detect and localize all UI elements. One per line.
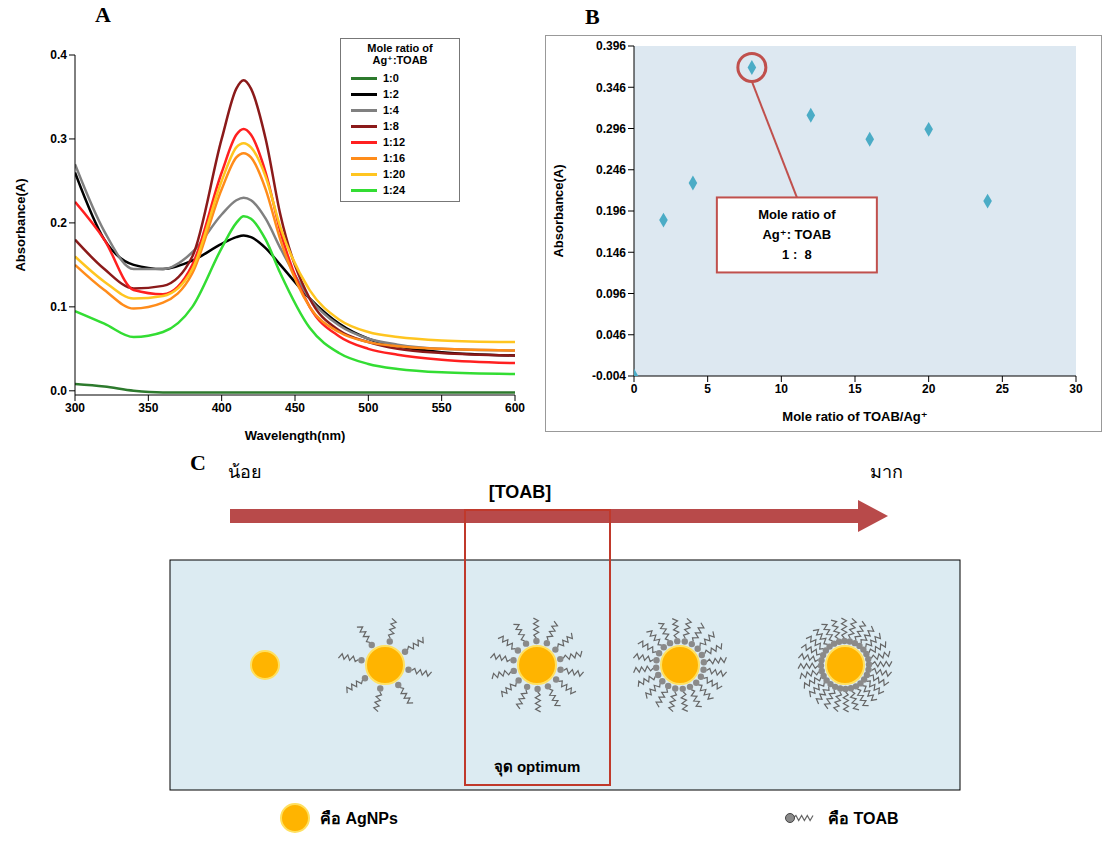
svg-text:0.1: 0.1 <box>50 300 67 314</box>
svg-text:Absorbance(A): Absorbance(A) <box>13 178 28 271</box>
svg-text:Wavelength(nm): Wavelength(nm) <box>245 428 346 443</box>
svg-text:0.0: 0.0 <box>50 384 67 398</box>
svg-text:0: 0 <box>631 382 638 396</box>
svg-text:0.296: 0.296 <box>596 122 626 136</box>
svg-text:Ag⁺: TOAB: Ag⁺: TOAB <box>762 227 831 242</box>
svg-text:0.396: 0.396 <box>596 39 626 53</box>
svg-text:[TOAB]: [TOAB] <box>489 482 552 502</box>
svg-text:30: 30 <box>1069 382 1083 396</box>
svg-text:0.146: 0.146 <box>596 246 626 260</box>
svg-text:0.096: 0.096 <box>596 287 626 301</box>
html-text:1:8: 1:8 <box>383 120 399 132</box>
html-text:Mole ratio of Ag⁺:TOAB: Mole ratio of Ag⁺:TOAB <box>367 42 433 66</box>
svg-text:0.3: 0.3 <box>50 132 67 146</box>
svg-text:Mole ratio of TOAB/Ag⁺: Mole ratio of TOAB/Ag⁺ <box>782 409 927 424</box>
svg-text:มาก: มาก <box>870 462 903 482</box>
svg-text:550: 550 <box>432 401 452 415</box>
svg-text:-0.004: -0.004 <box>592 369 626 383</box>
svg-text:จุด optimum: จุด optimum <box>494 758 581 777</box>
html-text:1:2: 1:2 <box>383 88 399 100</box>
svg-text:450: 450 <box>285 401 305 415</box>
html-text:1:12: 1:12 <box>383 136 405 148</box>
svg-text:600: 600 <box>505 401 525 415</box>
svg-text:0.246: 0.246 <box>596 163 626 177</box>
svg-text:15: 15 <box>848 382 862 396</box>
svg-text:20: 20 <box>922 382 936 396</box>
svg-text:350: 350 <box>138 401 158 415</box>
svg-text:คือ AgNPs: คือ AgNPs <box>320 810 398 827</box>
html-text:A: A <box>95 2 111 27</box>
svg-text:10: 10 <box>775 382 789 396</box>
svg-text:0.2: 0.2 <box>50 216 67 230</box>
svg-text:300: 300 <box>65 401 85 415</box>
svg-text:คือ TOAB: คือ TOAB <box>828 810 898 827</box>
html-text:1:24: 1:24 <box>383 184 405 196</box>
html-text:1:20: 1:20 <box>383 168 405 180</box>
svg-text:0.046: 0.046 <box>596 328 626 342</box>
svg-text:1 : 8: 1 : 8 <box>782 247 812 262</box>
svg-text:Absorbance(A): Absorbance(A) <box>551 164 566 257</box>
html-text:1:16: 1:16 <box>383 152 405 164</box>
svg-text:C: C <box>190 450 206 475</box>
svg-text:0.4: 0.4 <box>50 48 67 62</box>
html-text:1:0: 1:0 <box>383 72 399 84</box>
svg-text:น้อย: น้อย <box>228 462 262 482</box>
svg-text:5: 5 <box>704 382 711 396</box>
svg-text:Mole ratio of: Mole ratio of <box>758 207 836 222</box>
svg-text:400: 400 <box>212 401 232 415</box>
html-text:B: B <box>585 4 600 29</box>
svg-text:0.346: 0.346 <box>596 81 626 95</box>
html-text:1:4: 1:4 <box>383 104 399 116</box>
svg-text:25: 25 <box>996 382 1010 396</box>
svg-text:500: 500 <box>358 401 378 415</box>
svg-text:0.196: 0.196 <box>596 204 626 218</box>
